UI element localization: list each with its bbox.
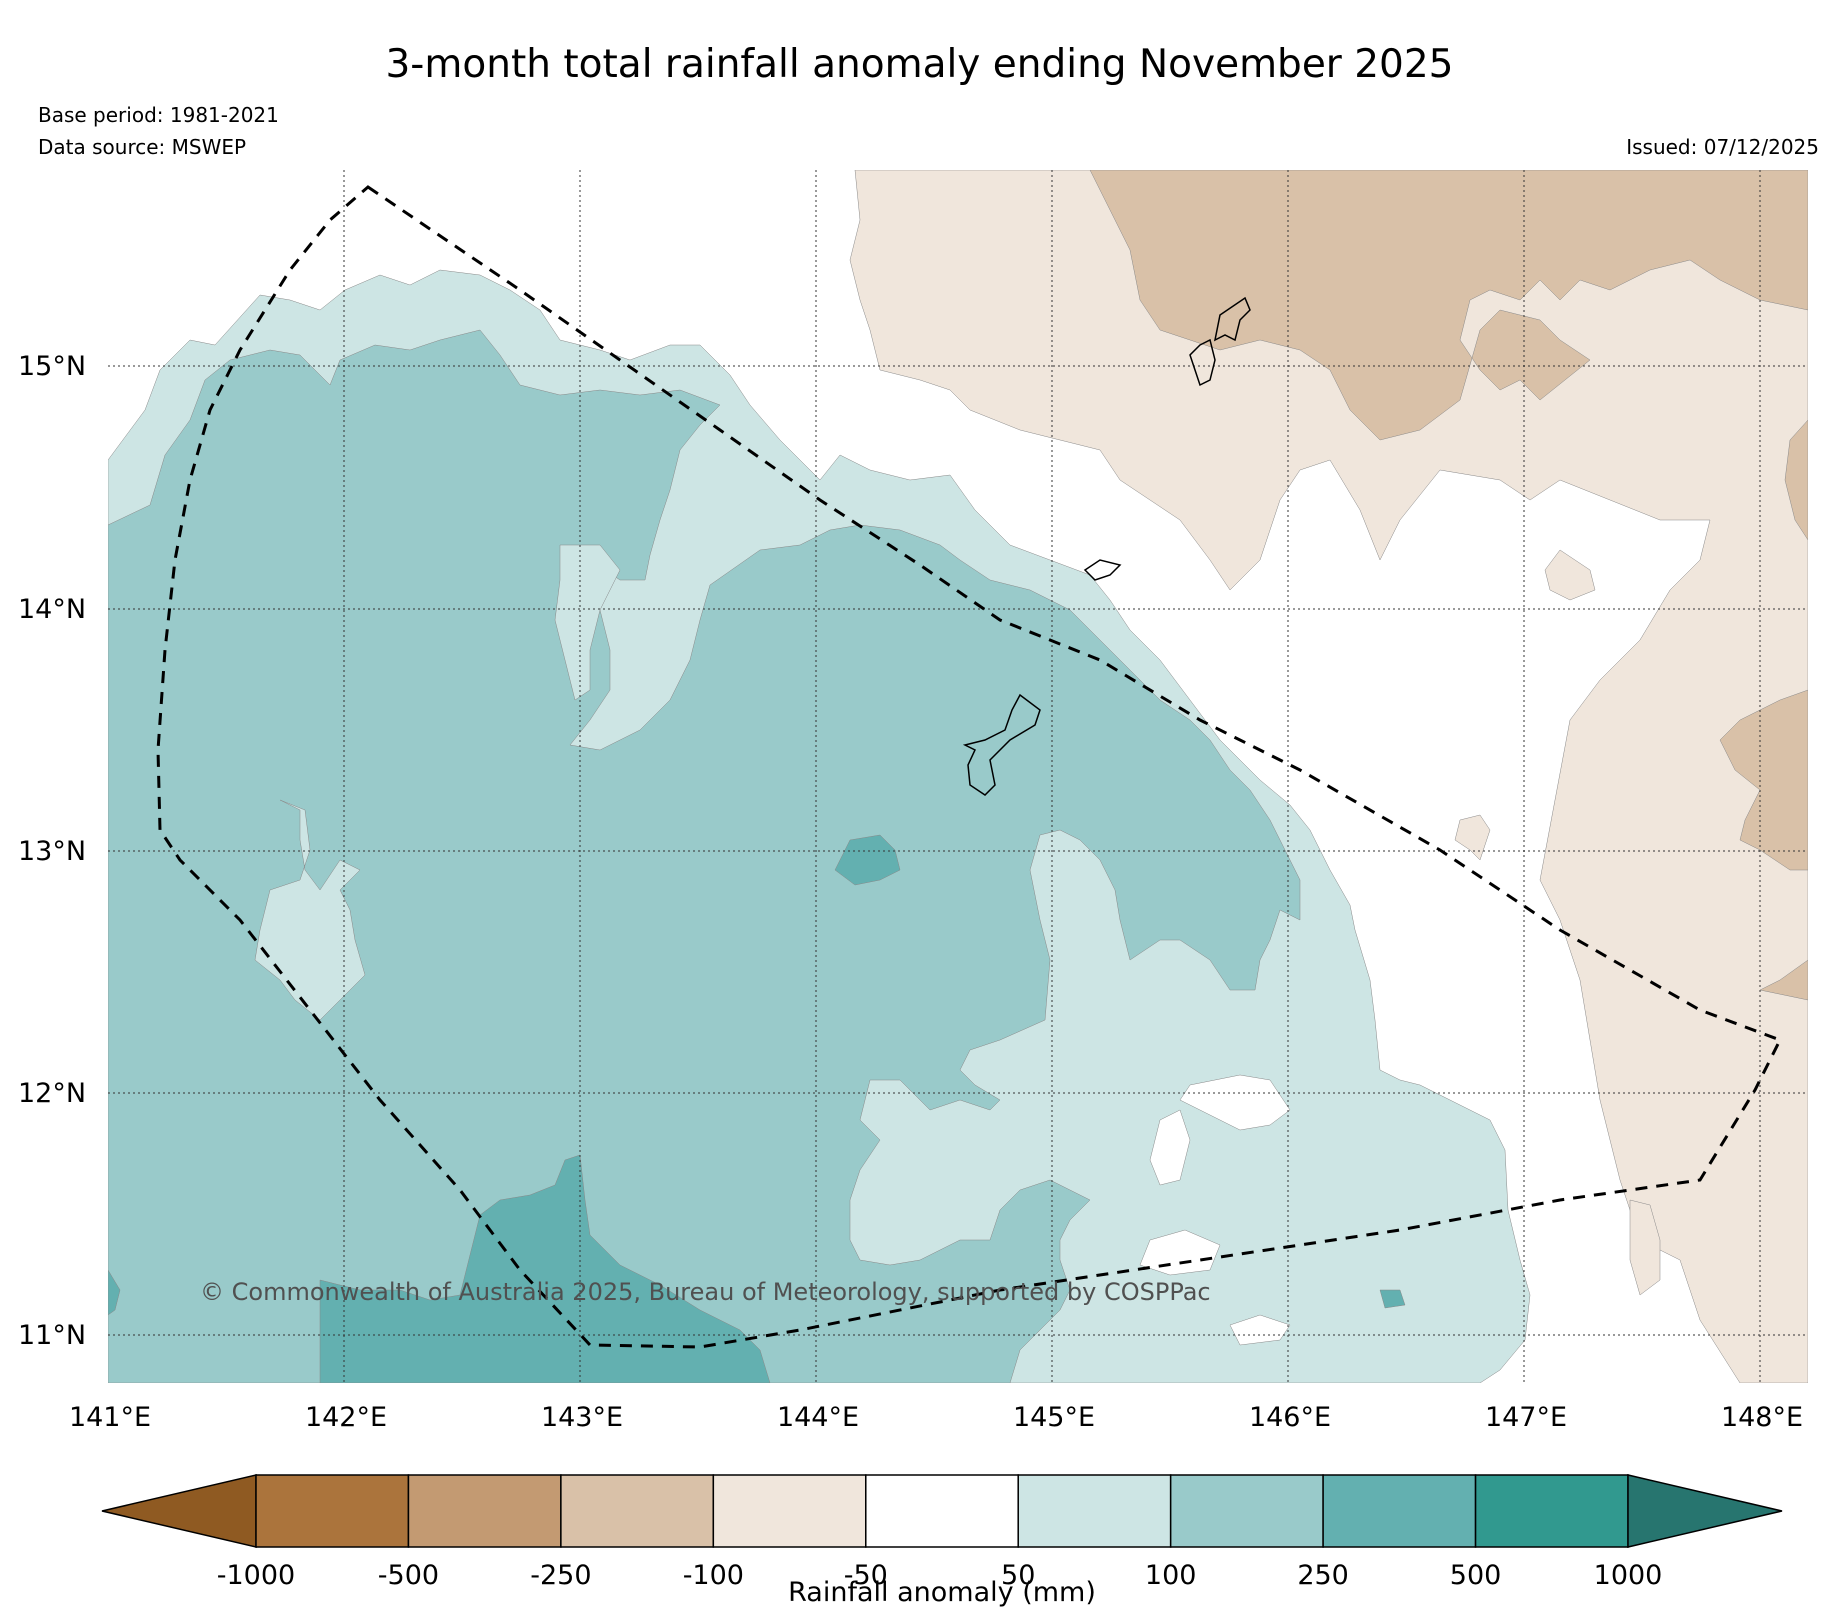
island-rota bbox=[1083, 559, 1122, 581]
wet-strong-patch-1 bbox=[834, 834, 901, 886]
lon-label-141: 141°E bbox=[69, 1402, 151, 1433]
base-period: Base period: 1981-2021 bbox=[38, 103, 279, 127]
colorbar-tick-label: 500 bbox=[1450, 1560, 1502, 1591]
dry-light-patch-3 bbox=[1629, 1199, 1661, 1296]
neutral-hole-2 bbox=[1149, 1109, 1191, 1186]
colorbar-title: Rainfall anomaly (mm) bbox=[788, 1577, 1096, 1608]
colorbar-tick-label: 100 bbox=[1145, 1560, 1197, 1591]
neutral-hole-3 bbox=[1139, 1229, 1221, 1276]
lon-label-143: 143°E bbox=[541, 1402, 623, 1433]
map-panel: © Commonwealth of Australia 2025, Bureau… bbox=[108, 170, 1808, 1383]
gridlines bbox=[108, 170, 1808, 1383]
dry-mid-region-east2 bbox=[1784, 419, 1808, 541]
wet-strong-patch-2 bbox=[108, 1269, 121, 1316]
colorbar-bin bbox=[712, 1474, 867, 1548]
lon-label-144: 144°E bbox=[777, 1402, 859, 1433]
colorbar-bin bbox=[1017, 1474, 1172, 1548]
colorbar-bin bbox=[1322, 1474, 1477, 1548]
lon-label-145: 145°E bbox=[1013, 1402, 1095, 1433]
colorbar: -1000 -500 -250 -100 -50 50 100 250 500 1000 Rain… bbox=[101, 1474, 1783, 1608]
colorbar-bin bbox=[560, 1474, 715, 1548]
colorbar-tick-label: -1000 bbox=[217, 1560, 295, 1591]
lat-label-14: 14°N bbox=[18, 594, 86, 625]
wet-strong-patch-3 bbox=[1379, 1289, 1406, 1309]
colorbar-tick-label: -50 bbox=[844, 1560, 888, 1591]
eez-boundary-dashed bbox=[156, 185, 1783, 1349]
colorbar-bin bbox=[407, 1474, 562, 1548]
colorbar-tick-label: 250 bbox=[1297, 1560, 1349, 1591]
lon-label-142: 142°E bbox=[305, 1402, 387, 1433]
colorbar-over-triangle bbox=[1627, 1474, 1783, 1548]
dry-mid-region-east bbox=[1719, 689, 1808, 871]
lat-label-13: 13°N bbox=[18, 836, 86, 867]
wet-mid-region bbox=[108, 329, 1301, 1383]
colorbar-tick-label: -250 bbox=[530, 1560, 591, 1591]
longitude-labels: 141°E 142°E 143°E 144°E 145°E 146°E 147°… bbox=[69, 1402, 1803, 1433]
dry-mid-region-ne bbox=[1089, 170, 1808, 441]
dry-light-patch-2 bbox=[1454, 814, 1491, 861]
lon-label-148: 148°E bbox=[1721, 1402, 1803, 1433]
wet-light-hole-2 bbox=[554, 544, 621, 701]
dry-light-patch-1 bbox=[1544, 549, 1596, 601]
dry-light-region-ne bbox=[849, 170, 1808, 1383]
colorbar-under-triangle bbox=[101, 1474, 257, 1548]
anomaly-fills bbox=[108, 170, 1808, 1383]
colorbar-bin bbox=[1169, 1474, 1324, 1548]
latitude-labels: 15°N 14°N 13°N 12°N 11°N bbox=[18, 351, 86, 1351]
island-guam bbox=[962, 693, 1041, 796]
colorbar-bins bbox=[255, 1474, 1629, 1548]
lat-label-11: 11°N bbox=[18, 1320, 86, 1351]
lat-label-12: 12°N bbox=[18, 1078, 86, 1109]
colorbar-bin bbox=[865, 1474, 1019, 1548]
colorbar-tick-label: -500 bbox=[378, 1560, 439, 1591]
island-outlines bbox=[962, 296, 1251, 796]
island-tinian bbox=[1189, 338, 1216, 387]
lon-label-146: 146°E bbox=[1249, 1402, 1331, 1433]
neutral-hole-4 bbox=[1229, 1314, 1291, 1346]
colorbar-bin bbox=[1474, 1474, 1629, 1548]
colorbar-tick-label: 1000 bbox=[1594, 1560, 1663, 1591]
colorbar-tick-label: -100 bbox=[683, 1560, 744, 1591]
copyright-notice: © Commonwealth of Australia 2025, Bureau… bbox=[200, 1278, 1211, 1306]
lon-label-147: 147°E bbox=[1485, 1402, 1567, 1433]
colorbar-bin bbox=[255, 1474, 410, 1548]
issued-date: Issued: 07/12/2025 bbox=[1626, 135, 1819, 159]
island-saipan bbox=[1213, 296, 1251, 342]
colorbar-tick-label: 50 bbox=[1001, 1560, 1035, 1591]
map-title: 3-month total rainfall anomaly ending No… bbox=[385, 42, 1454, 87]
data-source: Data source: MSWEP bbox=[38, 135, 247, 159]
lat-label-15: 15°N bbox=[18, 351, 86, 382]
wet-light-hole-1 bbox=[254, 799, 366, 1021]
neutral-hole-1 bbox=[1179, 1074, 1291, 1131]
colorbar-tick-labels: -1000 -500 -250 -100 -50 50 100 250 500 1000 bbox=[217, 1560, 1663, 1591]
